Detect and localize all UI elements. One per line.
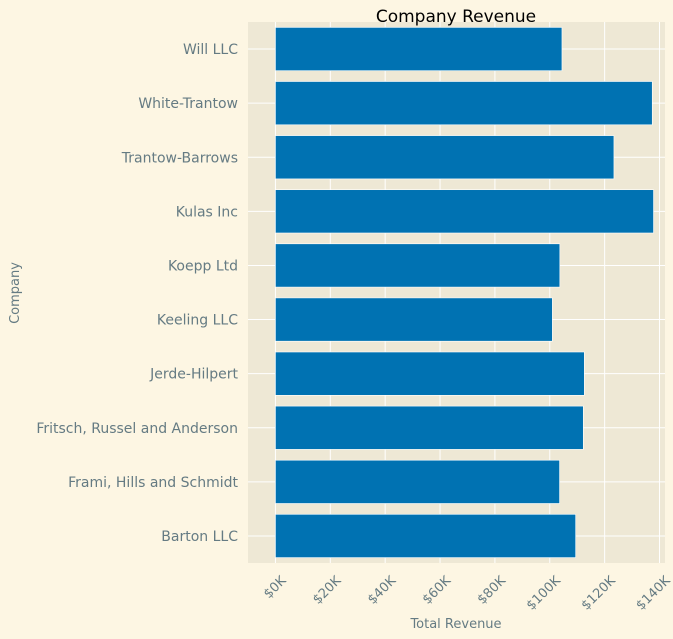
chart-title: Company Revenue bbox=[376, 7, 536, 27]
category-label: Keeling LLC bbox=[157, 313, 238, 329]
category-label: Will LLC bbox=[183, 42, 238, 58]
bars bbox=[275, 27, 654, 558]
bar bbox=[275, 243, 561, 288]
x-tick-label: $100K bbox=[524, 573, 564, 613]
x-tick-label: $80K bbox=[475, 573, 510, 608]
bar bbox=[275, 135, 615, 180]
y-axis-label: Company bbox=[8, 262, 23, 324]
category-label: Fritsch, Russel and Anderson bbox=[36, 421, 238, 437]
bar bbox=[275, 189, 654, 234]
bar bbox=[275, 297, 553, 342]
bar bbox=[275, 351, 585, 396]
x-tick-label: $60K bbox=[420, 573, 455, 608]
bar bbox=[275, 459, 560, 504]
x-tick-label: $140K bbox=[634, 573, 673, 613]
x-axis-label: Total Revenue bbox=[409, 617, 501, 632]
bar bbox=[275, 514, 576, 558]
category-label: Frami, Hills and Schmidt bbox=[68, 475, 238, 491]
x-tick-label: $120K bbox=[579, 573, 619, 613]
category-label: White-Trantow bbox=[138, 96, 238, 112]
x-tick-label: $20K bbox=[310, 573, 345, 608]
category-label: Trantow-Barrows bbox=[121, 150, 238, 166]
category-label: Koepp Ltd bbox=[168, 258, 238, 274]
bar bbox=[275, 81, 653, 126]
category-label: Jerde-Hilpert bbox=[149, 367, 238, 383]
x-tick-labels: $0K $20K $40K $60K $80K $100K $120K $140K bbox=[261, 573, 673, 613]
category-label: Barton LLC bbox=[161, 529, 238, 545]
x-tick-label: $40K bbox=[365, 573, 400, 608]
y-tick-labels: Will LLC White-Trantow Trantow-Barrows Kula… bbox=[36, 42, 238, 545]
x-tick-label: $0K bbox=[261, 573, 290, 602]
bar bbox=[275, 27, 563, 71]
bar bbox=[275, 405, 584, 450]
category-label: Kulas Inc bbox=[176, 204, 238, 220]
